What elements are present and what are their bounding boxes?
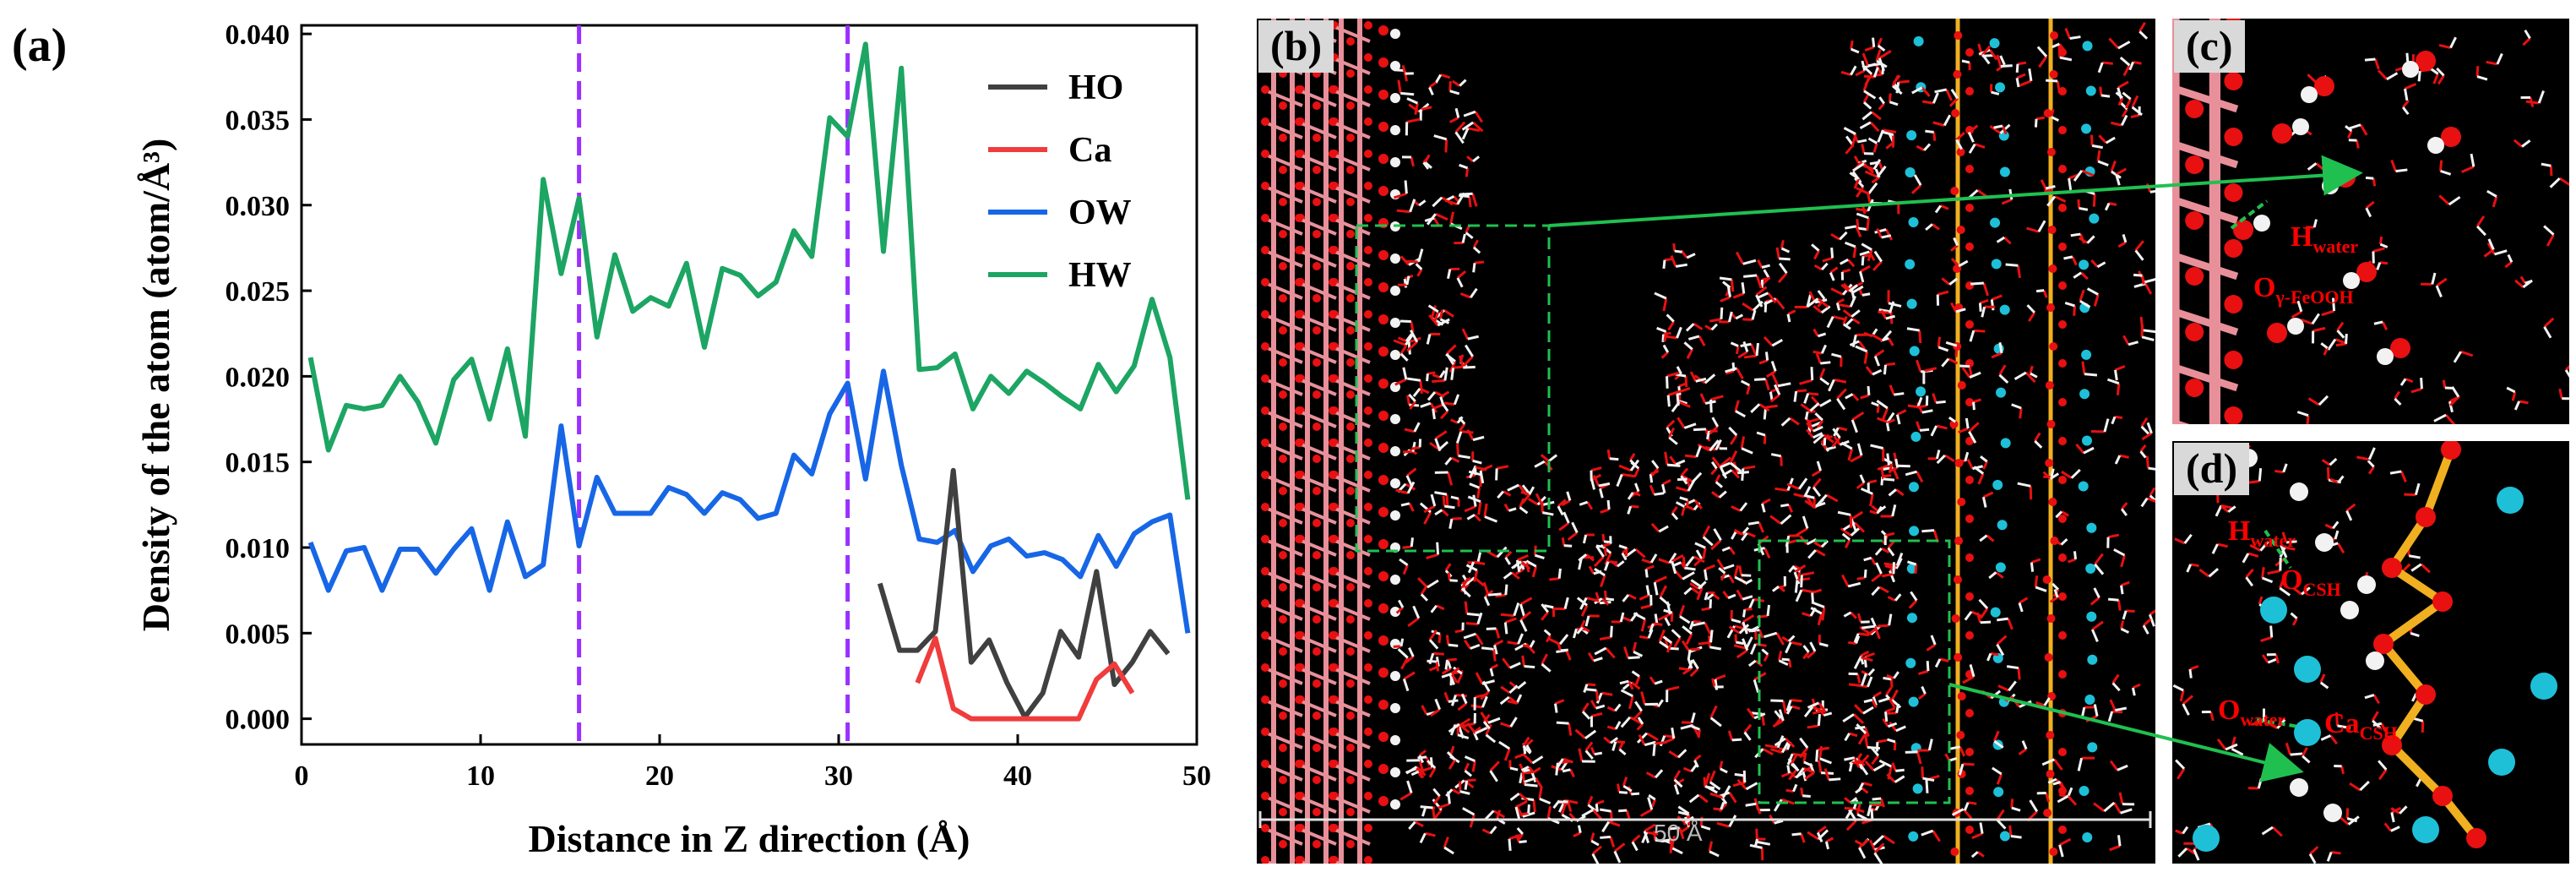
y-tick-label: 0.030 [226, 191, 291, 222]
o-feooh-label: Oγ-FeOOH [2253, 272, 2354, 308]
calcium-ions-zoom [2193, 487, 2557, 852]
water-molecules-zoom-c [2290, 29, 2569, 424]
surface-hydroxyls [1378, 25, 1400, 809]
y-tick-label: 0.015 [226, 448, 291, 479]
y-tick-label: 0.035 [226, 105, 291, 136]
scale-bar-label: 50 Å [1654, 820, 1703, 846]
plot-frame [300, 24, 1198, 746]
series-line-hw [307, 41, 1191, 500]
o-water-label-d: Owater [2218, 695, 2286, 730]
water-molecules-csh [1905, 22, 2155, 858]
y-tick-label: 0.020 [226, 362, 291, 393]
h-water-label-d: Hwater [2228, 515, 2296, 551]
y-tick-label: 0.005 [226, 619, 291, 650]
zoom-panel-c: Hwater Oγ-FeOOH [2172, 19, 2569, 424]
x-tick-label: 10 [466, 760, 495, 792]
calcium-ions [1905, 35, 2100, 843]
white-hydrogens [2239, 449, 2384, 822]
feooh-slab-zoom [2172, 19, 2243, 424]
y-tick-label: 0.025 [226, 276, 291, 308]
y-tick-label: 0.000 [226, 705, 291, 736]
o-csh-label: OCSH [2280, 564, 2341, 600]
legend-label-hw: HW [1068, 256, 1132, 295]
x-tick-label: 0 [295, 760, 309, 792]
zoom-box-d [1758, 539, 1951, 804]
x-tick-label: 50 [1182, 760, 1211, 792]
density-chart: 0 10 20 30 40 50 0.000 0.005 0.010 0.015 0.020 0.02… [134, 19, 1211, 860]
legend-label-ow: OW [1068, 193, 1132, 232]
legend-label-ho: HO [1068, 68, 1123, 107]
water-molecules-right [1837, 37, 1910, 864]
panel-a-label: (a) [12, 19, 68, 72]
zoom-box-c [1355, 224, 1551, 553]
legend-label-ca: Ca [1068, 131, 1111, 170]
panel-d-label: (d) [2174, 443, 2250, 495]
zoom-panel-d: Hwater OCSH Owater CaCSH [2172, 441, 2569, 864]
water-molecules-mid [1654, 231, 1853, 466]
hbond-d1 [2264, 529, 2292, 570]
series-line-ow [307, 368, 1191, 634]
water-molecules-lower [1393, 449, 1841, 864]
silicate-chain [2373, 441, 2486, 848]
x-tick-label: 30 [824, 760, 853, 792]
simulation-snapshot-b: 50 Å [1257, 19, 2155, 864]
ca-csh-label: CaCSH [2324, 708, 2398, 744]
y-tick-label: 0.040 [226, 19, 291, 51]
feooh-slab [1261, 19, 1372, 864]
x-tick-label: 40 [1003, 760, 1032, 792]
panel-c-label: (c) [2174, 20, 2245, 73]
y-axis-label: Density of the atom (atom/Å³) [134, 139, 177, 632]
water-molecules-left [1393, 65, 1485, 466]
series-line-ca [915, 635, 1135, 722]
x-tick-label: 20 [645, 760, 674, 792]
surface-hydroxyls-zoom [2233, 51, 2461, 365]
y-tick-label: 0.010 [226, 533, 291, 564]
panel-b-label: (b) [1258, 20, 1334, 73]
x-axis-label: Distance in Z direction (Å) [528, 817, 970, 860]
h-water-label-c: Hwater [2291, 221, 2359, 257]
